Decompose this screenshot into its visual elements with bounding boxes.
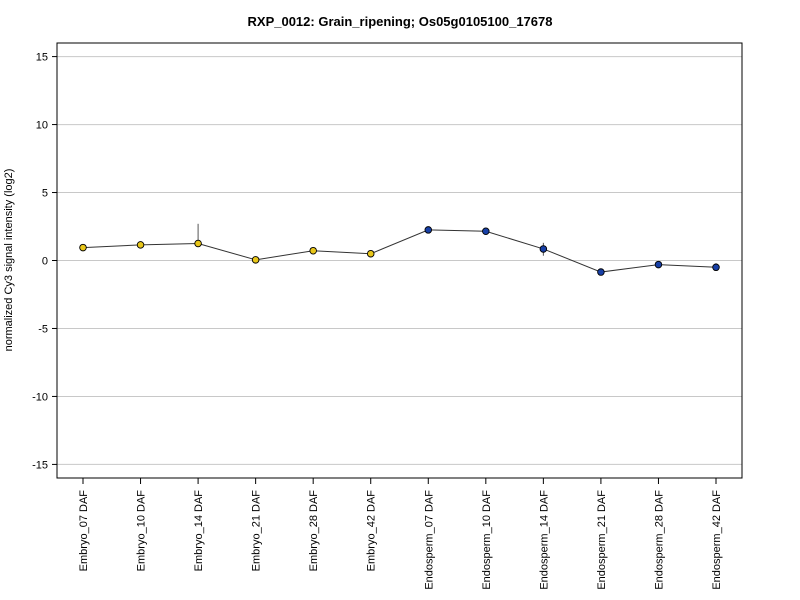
x-tick-label: Embryo_10 DAF <box>136 490 148 572</box>
data-point <box>654 260 663 269</box>
data-point <box>251 256 260 264</box>
x-tick-label: Embryo_28 DAF <box>308 490 320 572</box>
series-line <box>82 229 717 273</box>
data-point <box>597 268 605 276</box>
y-tick-label: -10 <box>32 391 48 403</box>
data-point <box>309 246 317 255</box>
x-tick-label: Endosperm_21 DAF <box>596 490 608 590</box>
y-axis-label: normalized Cy3 signal intensity (log2) <box>3 169 15 352</box>
data-point <box>136 241 145 249</box>
x-tick-label: Embryo_07 DAF <box>78 490 90 572</box>
y-tick-label: 5 <box>42 188 48 200</box>
y-tick-label: 10 <box>36 120 48 132</box>
data-point <box>712 263 720 272</box>
data-point <box>482 227 490 236</box>
grid-layer <box>57 56 742 465</box>
data-point <box>539 245 548 253</box>
axes-layer <box>52 42 743 484</box>
data-point <box>366 249 375 258</box>
x-tick-label: Endosperm_10 DAF <box>481 490 493 590</box>
x-tick-label: Embryo_14 DAF <box>193 490 205 572</box>
data-point <box>424 226 433 234</box>
x-tick-label: Endosperm_28 DAF <box>653 490 665 590</box>
chart-title: RXP_0012: Grain_ripening; Os05g0105100_1… <box>248 14 553 29</box>
labels-layer: -15 -10 -5 0 5 10 15 Embryo_07 DAF Embryo_10 DAF… <box>32 52 723 590</box>
x-tick-label: Endosperm_14 DAF <box>538 490 550 590</box>
x-tick-label: Embryo_21 DAF <box>251 490 263 572</box>
plot-frame <box>56 42 743 479</box>
x-tick-label: Embryo_42 DAF <box>366 490 378 572</box>
data-point <box>194 239 202 248</box>
y-tick-label: 15 <box>36 52 48 64</box>
points-layer <box>79 226 720 276</box>
x-tick-label: Endosperm_07 DAF <box>423 490 435 590</box>
x-tick-label: Endosperm_42 DAF <box>711 490 723 590</box>
y-tick-label: 0 <box>42 256 48 268</box>
series-layer <box>82 223 717 273</box>
data-point <box>79 243 87 252</box>
y-tick-label: -5 <box>38 323 48 335</box>
y-tick-label: -15 <box>32 459 48 471</box>
